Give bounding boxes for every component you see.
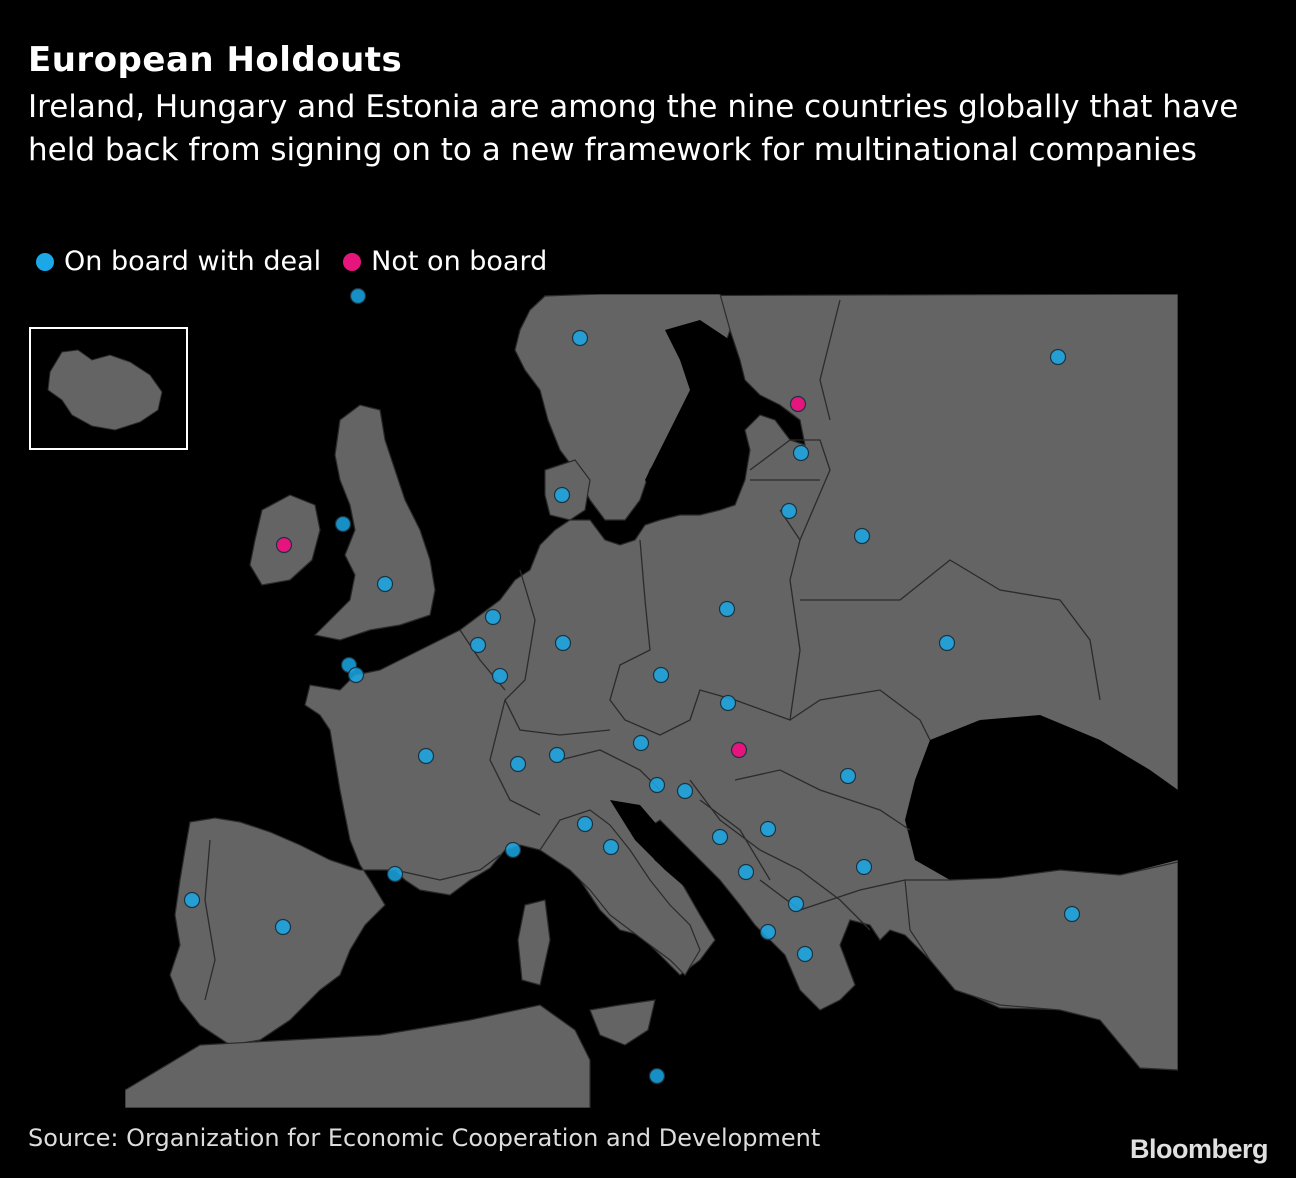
land-sicily	[589, 999, 656, 1046]
source-note: Source: Organization for Economic Cooper…	[28, 1124, 821, 1152]
marker-north-macedonia	[787, 895, 805, 913]
marker-germany	[554, 634, 572, 652]
legend-item-on-board: On board with deal	[36, 246, 321, 277]
chart-subtitle: Ireland, Hungary and Estonia are among t…	[28, 89, 1239, 168]
marker-monaco	[504, 841, 522, 859]
marker-latvia	[792, 444, 810, 462]
marker-iceland	[349, 287, 367, 305]
marker-belarus	[853, 527, 871, 545]
marker-guernsey	[347, 666, 365, 684]
legend-swatch-not-on-board	[343, 252, 362, 271]
marker-switzerland	[509, 755, 527, 773]
marker-poland	[718, 600, 736, 618]
marker-hungary	[730, 741, 748, 759]
marker-italy	[576, 815, 594, 833]
marker-denmark	[553, 486, 571, 504]
marker-austria	[632, 734, 650, 752]
water-baltic	[645, 320, 745, 510]
chart-title: European Holdouts	[28, 40, 403, 80]
country-borders	[204, 299, 1101, 1001]
marker-russia	[1049, 348, 1067, 366]
marker-albania	[759, 923, 777, 941]
land-great-britain	[313, 404, 436, 641]
marker-lithuania	[780, 502, 798, 520]
marker-ireland	[275, 536, 293, 554]
legend: On board with deal Not on board	[36, 246, 569, 277]
land-italy	[539, 809, 701, 976]
iceland-inset-frame	[29, 327, 188, 450]
marker-andorra	[386, 865, 404, 883]
map-landmass	[125, 294, 1178, 1108]
marker-malta	[648, 1067, 666, 1085]
marker-bosnia	[711, 828, 729, 846]
land-north-africa	[125, 1004, 591, 1108]
marker-turkey	[1063, 905, 1081, 923]
marker-united-kingdom	[376, 575, 394, 593]
marker-netherlands	[484, 608, 502, 626]
land-sardinia	[517, 899, 551, 986]
legend-label-on-board: On board with deal	[64, 246, 322, 277]
marker-croatia	[676, 782, 694, 800]
marker-luxembourg	[491, 667, 509, 685]
water-black-sea	[905, 715, 1178, 880]
marker-france	[417, 747, 435, 765]
marker-liechtenstein	[548, 746, 566, 764]
marker-norway	[571, 329, 589, 347]
marker-czech-republic	[652, 666, 670, 684]
water-adriatic	[610, 800, 750, 930]
marker-bulgaria	[855, 858, 873, 876]
marker-ukraine	[938, 634, 956, 652]
marker-montenegro	[737, 863, 755, 881]
marker-san-marino	[602, 838, 620, 856]
marker-portugal	[183, 891, 201, 909]
marker-serbia	[759, 820, 777, 838]
legend-item-not-on-board: Not on board	[343, 246, 547, 277]
marker-slovenia	[648, 776, 666, 794]
land-iceland	[47, 349, 163, 431]
marker-romania	[839, 767, 857, 785]
legend-label-not-on-board: Not on board	[371, 246, 548, 277]
marker-isle-of-man	[334, 515, 352, 533]
marker-spain	[274, 918, 292, 936]
bloomberg-logo: Bloomberg	[1129, 1134, 1269, 1164]
marker-estonia	[789, 395, 807, 413]
legend-swatch-on-board	[36, 252, 54, 271]
marker-belgium	[469, 636, 487, 654]
marker-slovakia	[719, 694, 737, 712]
country-markers	[183, 287, 1081, 1085]
land-turkey	[904, 861, 1178, 1071]
marker-greece	[796, 945, 814, 963]
